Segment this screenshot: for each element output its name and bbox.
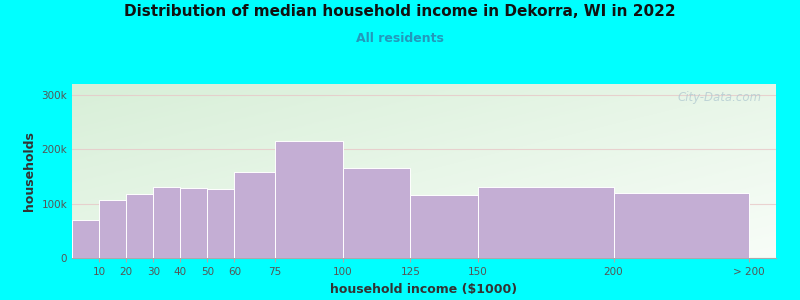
Y-axis label: households: households xyxy=(23,131,36,211)
Bar xyxy=(180,188,207,258)
Bar xyxy=(234,172,275,258)
Bar xyxy=(126,194,154,258)
Bar xyxy=(342,168,410,258)
Bar xyxy=(154,187,180,258)
Text: City-Data.com: City-Data.com xyxy=(678,91,762,104)
Text: All residents: All residents xyxy=(356,32,444,44)
Bar xyxy=(275,141,342,258)
Bar xyxy=(614,193,749,258)
Bar xyxy=(72,220,99,258)
Bar xyxy=(99,200,126,258)
Text: Distribution of median household income in Dekorra, WI in 2022: Distribution of median household income … xyxy=(124,4,676,20)
X-axis label: household income ($1000): household income ($1000) xyxy=(330,283,518,296)
Bar xyxy=(207,189,234,258)
Bar xyxy=(410,196,478,258)
Bar xyxy=(478,187,614,258)
